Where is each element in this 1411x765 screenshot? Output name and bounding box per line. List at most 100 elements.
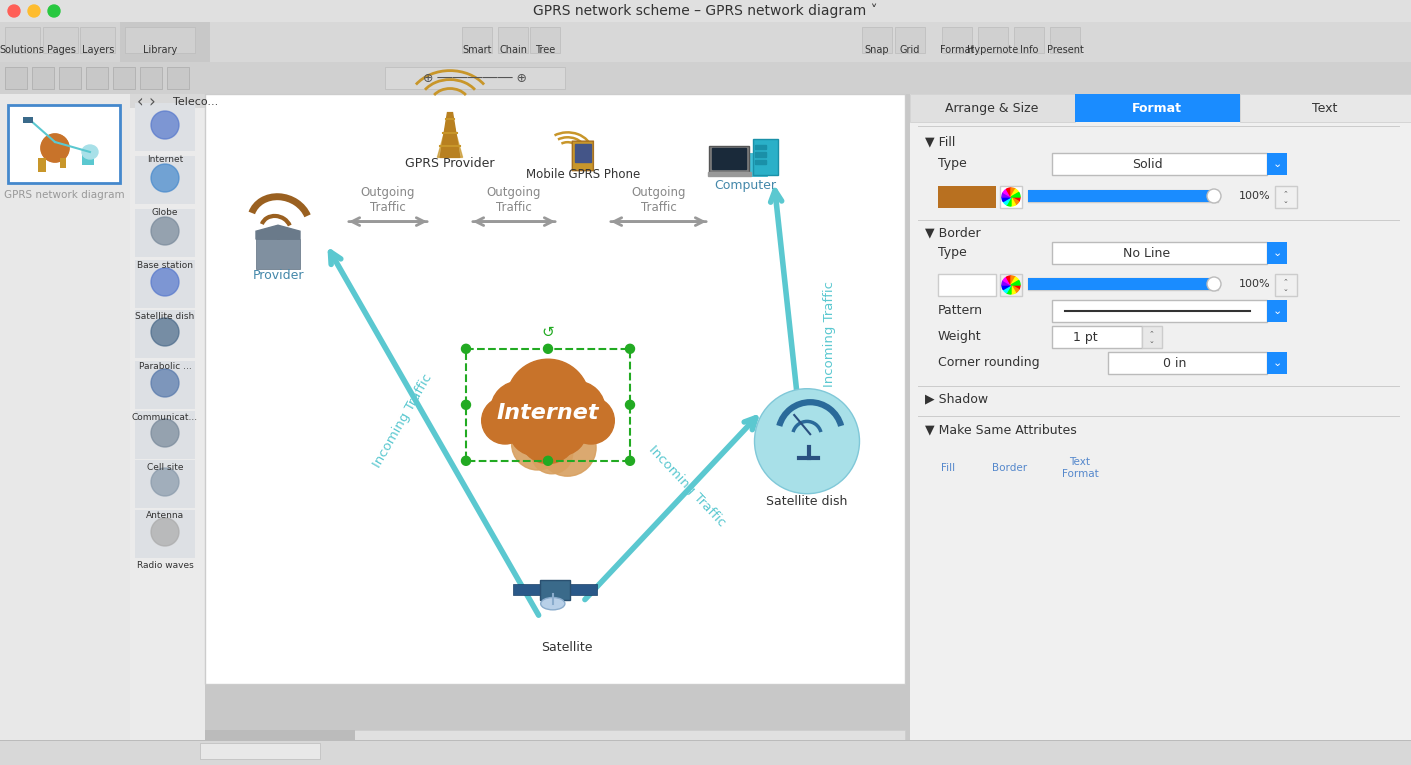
Bar	[1276, 274, 1297, 296]
Text: Format: Format	[1132, 102, 1182, 115]
Wedge shape	[1003, 189, 1012, 197]
Bar	[514, 584, 539, 595]
Bar	[6, 27, 40, 53]
Bar	[710, 145, 749, 172]
Bar	[498, 27, 528, 53]
Bar	[1053, 242, 1267, 264]
Text: Provider: Provider	[253, 269, 303, 282]
Polygon shape	[255, 225, 301, 239]
Text: Cell site: Cell site	[147, 463, 183, 471]
Circle shape	[151, 217, 179, 245]
Bar	[113, 67, 135, 89]
Text: Snap: Snap	[865, 45, 889, 55]
Bar	[1053, 153, 1267, 175]
Bar	[1000, 274, 1022, 296]
Circle shape	[535, 404, 587, 456]
Text: Format: Format	[940, 45, 974, 55]
Wedge shape	[1012, 193, 1020, 197]
Bar	[943, 27, 972, 53]
Bar	[539, 580, 570, 600]
Bar	[0, 94, 130, 765]
Circle shape	[507, 360, 590, 442]
Bar	[1075, 94, 1240, 122]
Bar	[938, 186, 996, 208]
Wedge shape	[1002, 193, 1012, 197]
Circle shape	[28, 5, 40, 17]
Bar	[0, 0, 1411, 22]
Bar	[135, 260, 195, 308]
Bar	[1015, 27, 1044, 53]
Circle shape	[151, 164, 179, 192]
Text: Type: Type	[938, 157, 967, 170]
Bar	[23, 117, 32, 123]
Text: Ready: Ready	[42, 747, 76, 757]
Bar	[1050, 27, 1079, 53]
Bar	[745, 153, 768, 176]
Ellipse shape	[82, 145, 97, 159]
Text: Internet: Internet	[147, 155, 183, 164]
Text: ▼ Border: ▼ Border	[926, 226, 981, 239]
Bar	[938, 274, 996, 296]
Text: Pages: Pages	[47, 45, 75, 55]
Bar	[135, 411, 195, 459]
Text: Grid: Grid	[900, 45, 920, 55]
Wedge shape	[1012, 197, 1019, 205]
Circle shape	[461, 400, 470, 409]
Bar	[135, 310, 195, 358]
Text: GPRS Provider: GPRS Provider	[405, 157, 495, 170]
Text: Satellite: Satellite	[542, 641, 593, 654]
Wedge shape	[1012, 188, 1016, 197]
Text: Computer: Computer	[714, 179, 776, 192]
Text: Outgoing
Traffic: Outgoing Traffic	[487, 186, 542, 213]
Circle shape	[151, 111, 179, 139]
Text: ID: 246397: ID: 246397	[950, 747, 1010, 757]
Bar	[1029, 278, 1213, 290]
Text: Arrange & Size: Arrange & Size	[945, 102, 1038, 115]
Bar	[130, 94, 205, 108]
Bar	[1240, 94, 1411, 122]
Text: ⌃
⌄: ⌃ ⌄	[1283, 190, 1288, 203]
Text: Outgoing
Traffic: Outgoing Traffic	[361, 186, 415, 213]
Bar	[61, 158, 66, 168]
Circle shape	[539, 419, 595, 476]
Bar	[1000, 186, 1022, 208]
Circle shape	[41, 134, 69, 162]
Circle shape	[151, 468, 179, 496]
Text: Solid: Solid	[1132, 158, 1163, 171]
Circle shape	[461, 344, 470, 353]
Bar	[126, 27, 195, 53]
Bar	[1029, 190, 1218, 202]
Text: Custom 94%  ⌄: Custom 94% ⌄	[216, 747, 303, 757]
Circle shape	[625, 456, 635, 465]
Text: Antenna: Antenna	[145, 512, 183, 520]
Text: Parabolic ...: Parabolic ...	[138, 362, 192, 370]
Bar	[140, 67, 162, 89]
Text: ⌃
⌄: ⌃ ⌄	[1283, 278, 1288, 291]
Bar	[0, 740, 1411, 741]
Bar	[466, 349, 629, 461]
Text: Radio waves: Radio waves	[137, 562, 193, 571]
Circle shape	[512, 418, 563, 470]
Bar	[0, 22, 210, 62]
Circle shape	[519, 406, 577, 464]
Bar	[0, 740, 1411, 765]
Bar	[205, 730, 356, 740]
Circle shape	[547, 381, 605, 438]
Text: Communicat...: Communicat...	[133, 412, 198, 422]
Bar	[713, 148, 746, 169]
Wedge shape	[1002, 281, 1012, 285]
Circle shape	[48, 5, 61, 17]
Wedge shape	[1003, 197, 1012, 205]
Text: Present: Present	[1047, 45, 1084, 55]
Bar	[1267, 153, 1287, 175]
Text: Chain: Chain	[499, 45, 526, 55]
Bar	[0, 22, 1411, 62]
Text: ⌃
⌄: ⌃ ⌄	[1149, 330, 1156, 343]
Polygon shape	[437, 112, 463, 158]
Bar	[576, 145, 591, 162]
Text: 100%: 100%	[1239, 191, 1271, 201]
Circle shape	[151, 268, 179, 296]
Text: ⌄: ⌄	[1273, 358, 1281, 368]
Wedge shape	[1006, 197, 1012, 206]
Text: ⌄: ⌄	[1273, 306, 1281, 316]
